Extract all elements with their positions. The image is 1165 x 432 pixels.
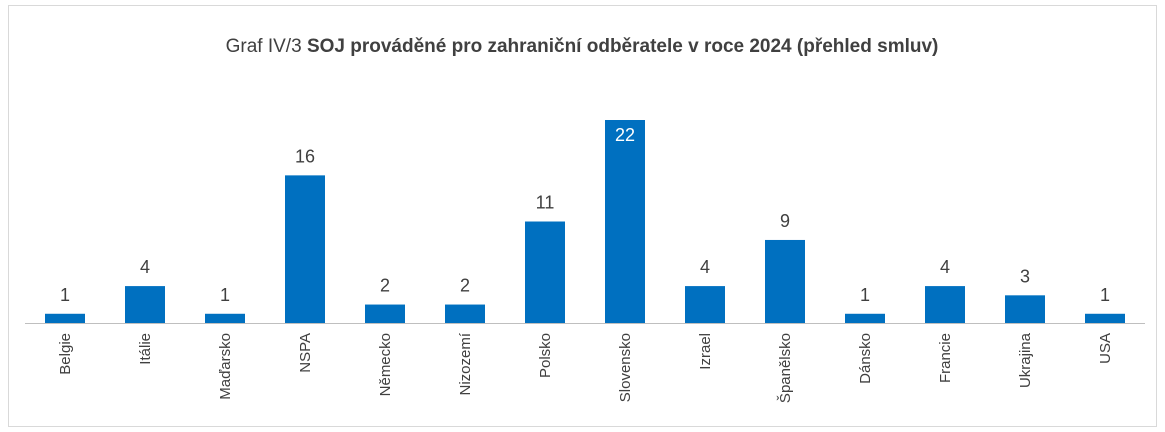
data-label: 2 [460,276,470,296]
bar [1085,313,1125,323]
x-tick-label: Francie [937,333,954,383]
chart-title: Graf IV/3 SOJ prováděné pro zahraniční o… [226,36,939,57]
bar [525,221,565,323]
x-tick-label: USA [1097,333,1114,364]
data-label: 4 [940,257,950,277]
x-tick-label: Španělsko [777,333,794,403]
bar [125,286,165,323]
x-tick-label: Dánsko [857,333,874,384]
x-tick-label: Belgie [57,333,74,375]
x-tick-label: NSPA [297,333,314,373]
x-tick-label: Nizozemí [457,332,474,395]
title-text: SOJ prováděné pro zahraniční odběratele … [307,36,938,57]
data-label: 16 [295,146,315,166]
data-label: 22 [615,125,635,145]
data-label: 3 [1020,266,1030,286]
title-label: Graf IV/3 [226,36,302,57]
bar [605,120,645,323]
bar [765,239,805,323]
data-label: 1 [860,285,870,305]
bar [685,286,725,323]
x-tick-label: Izrael [697,333,714,370]
x-tick-label: Maďarsko [217,333,234,400]
data-label: 11 [536,193,555,213]
x-tick-label: Polsko [537,333,554,378]
data-label: 1 [1100,285,1110,305]
bar [205,313,245,323]
x-tick-label: Slovensko [617,333,634,402]
bar [845,313,885,323]
data-label: 9 [780,211,790,231]
x-tick-label: Itálie [137,333,154,365]
bar [445,304,485,323]
data-label: 1 [220,285,230,305]
x-tick-label: Ukrajina [1017,332,1034,388]
data-label: 2 [380,276,390,296]
data-label: 1 [60,285,70,305]
data-label: 4 [700,257,710,277]
chart-border [8,5,1157,427]
bar [925,286,965,323]
bar [285,175,325,323]
bar [365,304,405,323]
bar [1005,295,1045,323]
data-label: 4 [140,257,150,277]
bar [45,313,85,323]
x-tick-label: Německo [377,333,394,396]
